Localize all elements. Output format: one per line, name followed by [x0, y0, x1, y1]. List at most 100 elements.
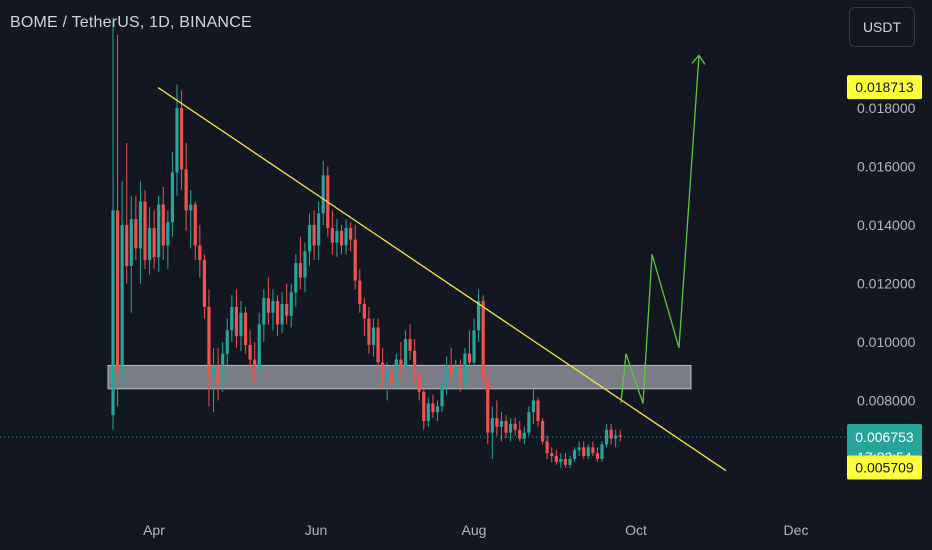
candle-body: [115, 210, 120, 372]
candle-body: [234, 306, 238, 337]
candle-body: [170, 172, 175, 223]
support-zone-layer: [107, 364, 692, 390]
candle-body: [216, 365, 220, 386]
support-zone: [107, 364, 692, 390]
candle-body: [271, 301, 275, 313]
projection-arrowhead-icon: [691, 54, 706, 65]
candle-body: [582, 447, 586, 457]
candle-body: [175, 108, 179, 173]
low-price-tag-text: 0.005709: [855, 460, 914, 476]
candle-body: [152, 227, 156, 258]
high-price-tag-text: 0.018713: [855, 79, 914, 95]
x-tick-label: Jun: [305, 522, 328, 538]
candle-body: [422, 391, 426, 421]
candle-body: [330, 227, 334, 243]
candle-body: [317, 213, 321, 246]
candle-body: [449, 365, 453, 375]
candle-body: [349, 227, 353, 240]
candle-body: [193, 204, 197, 246]
last-price-tag-text: 0.006753: [855, 429, 914, 445]
candle-body: [522, 432, 526, 439]
candle-body: [586, 447, 590, 457]
candle-body: [243, 312, 248, 345]
low-price-tag: [847, 455, 922, 480]
candle-body: [413, 350, 417, 375]
candle-body: [550, 453, 554, 457]
candle-body: [266, 298, 270, 313]
candle-body: [454, 368, 458, 375]
candle-body: [230, 306, 234, 331]
candle-body: [289, 292, 293, 316]
candle-body: [417, 374, 421, 392]
x-tick-label: Apr: [143, 522, 165, 538]
currency-button[interactable]: USDT: [849, 7, 915, 47]
x-tick-label: Aug: [462, 522, 487, 538]
candle-body: [381, 362, 385, 381]
candle-body: [545, 441, 549, 454]
candle-body: [184, 169, 188, 211]
candle-body: [376, 327, 380, 363]
x-tick-label: Dec: [784, 522, 809, 538]
candle-body: [394, 359, 398, 383]
y-tick-label: 0.014000: [857, 217, 916, 233]
candle-body: [294, 263, 298, 293]
candle-body: [161, 204, 165, 246]
candle-body: [614, 435, 618, 439]
y-tick-label: 0.018000: [857, 100, 916, 116]
candle-body: [477, 301, 481, 331]
chart-title: BOME / TetherUS, 1D, BINANCE: [10, 14, 252, 31]
candle-body: [307, 225, 312, 252]
candle-body: [253, 359, 257, 372]
candle-body: [120, 225, 124, 372]
candles-layer: [111, 20, 622, 468]
candle-body: [531, 400, 536, 413]
candle-body: [248, 344, 252, 360]
candle-body: [513, 423, 517, 430]
candle-body: [385, 371, 389, 381]
candle-body: [239, 312, 243, 337]
candle-body: [125, 225, 129, 266]
axes-layer: 0.008000 0.010000 0.012000 0.014000 0.016000…: [143, 100, 916, 538]
drawings-layer: [0, 54, 848, 472]
candle-body: [604, 429, 609, 445]
candle-body: [426, 403, 430, 421]
candle-body: [257, 324, 261, 372]
y-tick-label: 0.008000: [857, 393, 916, 409]
candle-body: [344, 227, 348, 246]
candle-body: [408, 339, 412, 351]
candle-body: [399, 359, 403, 369]
candle-body: [143, 201, 147, 261]
candle-body: [563, 459, 568, 465]
candle-body: [490, 418, 494, 433]
candle-body: [207, 306, 211, 378]
candle-body: [275, 301, 280, 325]
candle-body: [138, 201, 143, 249]
candle-body: [157, 204, 161, 258]
candle-body: [390, 371, 394, 383]
candle-body: [362, 303, 366, 319]
candle-body: [499, 420, 504, 427]
candle-body: [540, 420, 545, 442]
x-tick-label: Oct: [625, 522, 647, 538]
candle-body: [335, 230, 339, 243]
y-tick-label: 0.012000: [857, 276, 916, 292]
candle-body: [591, 447, 595, 454]
candle-body: [353, 239, 357, 281]
candle-body: [463, 353, 467, 383]
candle-body: [595, 453, 600, 459]
candle-body: [481, 301, 485, 381]
candle-body: [321, 175, 325, 214]
candle-body: [262, 298, 266, 325]
candle-body: [111, 210, 115, 416]
candle-body: [211, 365, 216, 378]
candle-body: [179, 108, 184, 170]
candle-body: [221, 353, 225, 386]
candle-body: [458, 368, 462, 383]
candle-body: [280, 303, 284, 325]
candle-body: [486, 380, 490, 433]
candle-body: [554, 456, 558, 462]
descending-trendline: [157, 86, 727, 472]
candle-body: [303, 251, 307, 278]
candle-body: [312, 225, 316, 246]
